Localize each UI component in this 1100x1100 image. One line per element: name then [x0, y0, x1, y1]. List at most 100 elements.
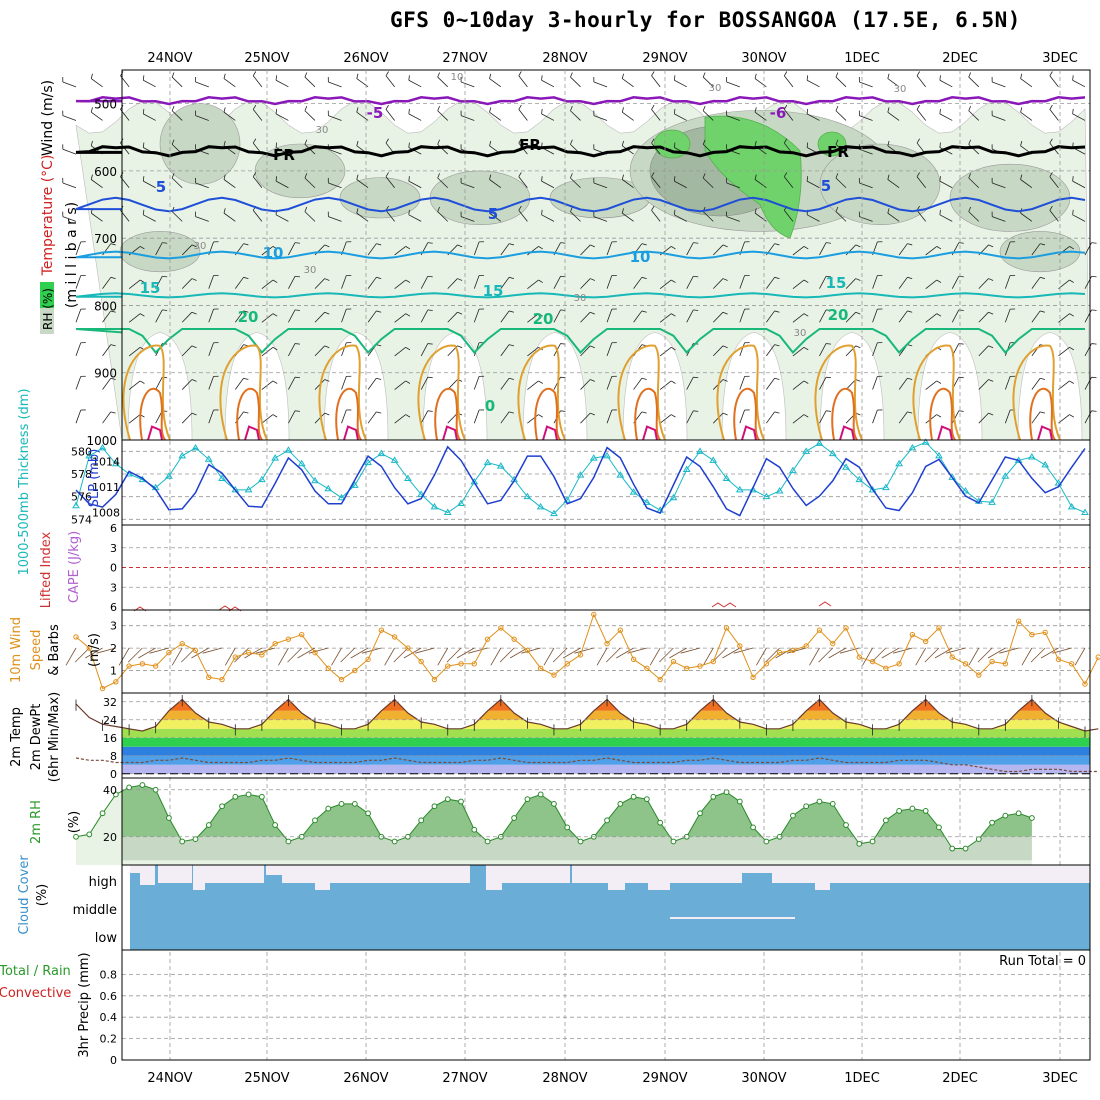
wind-barb — [447, 412, 458, 424]
wind-barb-flag — [356, 73, 359, 79]
wind10m-barb — [415, 647, 435, 654]
wind-barb — [275, 214, 289, 222]
wind-barb — [437, 76, 449, 88]
wind10m-barb — [149, 647, 170, 654]
wind-barb — [712, 345, 724, 357]
wind-barb — [739, 308, 745, 323]
wind-barb — [792, 380, 805, 390]
thickness-point — [1054, 479, 1063, 486]
wind10m-tick: 3 — [110, 620, 117, 633]
wind-barb-flag — [693, 376, 699, 379]
wind-barb — [819, 242, 827, 256]
wind-barb-flag — [243, 276, 249, 279]
wind-barb — [102, 344, 112, 357]
wind-barb-flag — [304, 173, 308, 179]
wind-barb-flag — [968, 139, 972, 145]
isotherm-25 — [318, 344, 367, 441]
wind-barb-flag — [825, 376, 832, 379]
wind-barb — [1004, 275, 1011, 289]
isotherm-30 — [733, 387, 760, 441]
wind-barb-flag — [110, 344, 116, 347]
wind-barb — [792, 313, 805, 323]
wind-barb — [939, 214, 953, 222]
thickness-point — [1067, 502, 1076, 510]
wind-barb-flag — [110, 377, 116, 380]
rh2m-point — [192, 836, 199, 843]
thickness-line — [75, 441, 1086, 515]
wind10m-barb — [702, 647, 714, 666]
wind10m-point — [524, 647, 531, 654]
thickness-panel: 580 578 576 574 1014 1011 1008 — [71, 438, 1091, 526]
wind-barb-flag — [855, 311, 861, 315]
isotherm-35 — [741, 425, 757, 441]
wind-barb-flag — [1020, 73, 1023, 79]
precip-unit-label: 3hr Precip (mm) — [77, 952, 92, 1057]
wind-barb-flag — [754, 73, 757, 79]
wind10m-barb — [775, 647, 794, 659]
rh2m-point — [458, 798, 464, 805]
wind-barb-flag — [702, 173, 706, 179]
wind-barb — [968, 211, 980, 222]
wind-barb-flag — [252, 172, 257, 177]
wind-barb — [181, 278, 193, 289]
wind-barb — [1031, 377, 1041, 390]
wind-barb — [328, 216, 342, 222]
wind10m-point — [909, 631, 916, 638]
rh2m-point — [643, 796, 650, 803]
wind-barb-flag — [304, 206, 308, 212]
cloud-gap-high — [860, 865, 900, 883]
wind-barb — [288, 242, 296, 256]
thickness-point — [1001, 472, 1010, 479]
wind-barb-flag — [518, 138, 522, 144]
rh2m-point — [351, 800, 358, 807]
thickness-point — [111, 459, 120, 467]
wind-barb-flag — [142, 142, 145, 148]
wind-barb — [1020, 78, 1033, 88]
rh-gap — [323, 332, 389, 441]
cape-tick: 0 — [110, 562, 117, 575]
isotherm-label: 10 — [630, 248, 651, 266]
wind-barb-flag — [518, 172, 522, 177]
wind-barb-flag — [670, 313, 676, 317]
wind-barb-flag — [1072, 176, 1074, 182]
isotherm-plus10 — [75, 250, 1086, 260]
rh-label: 30 — [894, 84, 907, 95]
wind-barb — [792, 346, 805, 357]
wind10m-point — [776, 649, 783, 656]
wind-barb — [580, 412, 591, 424]
rh2m-point — [989, 819, 995, 826]
wind-barb — [275, 113, 289, 121]
wind-barb — [234, 310, 244, 323]
wind-barb-flag — [294, 343, 301, 345]
wind-barb — [633, 310, 643, 323]
wind10m-barb — [384, 647, 395, 666]
wind-barb-flag — [570, 173, 573, 179]
run-total: Run Total = 0 — [999, 954, 1086, 969]
temp-tick: 32 — [103, 696, 117, 709]
cloud-gap-high — [282, 865, 300, 883]
wind10m-point — [763, 661, 770, 667]
wind-barb-flag — [538, 279, 543, 283]
date-tick-bottom: 30NOV — [741, 1071, 786, 1086]
wind-barb-flag — [508, 411, 515, 414]
isotherm-25 — [219, 344, 268, 441]
wind-barb — [992, 182, 1006, 189]
wind10m-point — [219, 676, 225, 683]
rh2m-point — [86, 831, 93, 838]
wind10m-point — [790, 647, 796, 654]
wind-barb-flag — [1040, 276, 1046, 279]
wind-barb — [606, 308, 613, 323]
wind-barb — [659, 380, 672, 390]
thickness-point — [842, 463, 850, 470]
wind-barb-flag — [988, 412, 994, 416]
wind-barb — [633, 377, 643, 390]
wind-barb — [518, 109, 528, 121]
rh-legend-swatch — [40, 308, 54, 334]
wind-barb-flag — [223, 208, 226, 214]
rh-gap — [1017, 332, 1083, 441]
lifted-index-mark — [818, 601, 832, 607]
wind-barb — [1004, 241, 1011, 256]
rh2m-point — [112, 791, 119, 798]
wind-barb-flag — [223, 107, 226, 113]
wind-barb — [739, 342, 745, 357]
